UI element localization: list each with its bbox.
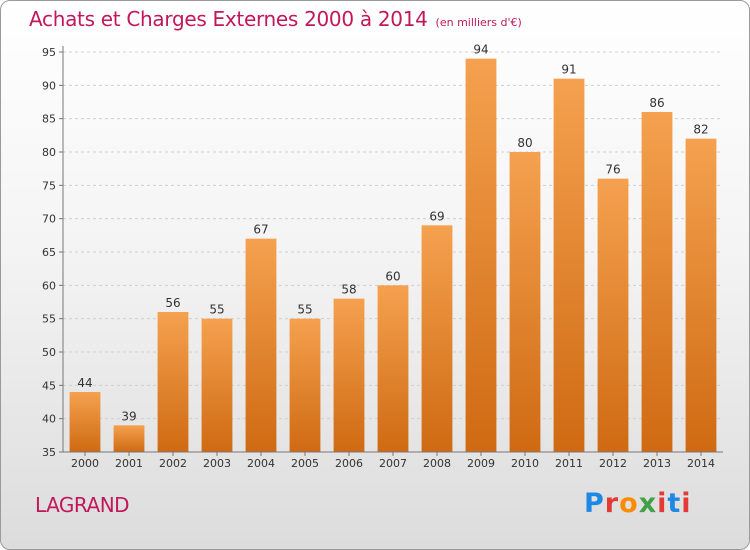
x-tick-label: 2011 [555,457,583,470]
logo-letter: o [619,488,639,519]
y-tick-label: 40 [42,413,56,426]
bar [157,312,189,452]
data-label: 56 [165,296,180,310]
y-tick-label: 90 [42,79,56,92]
place-name: LAGRAND [35,493,130,517]
y-tick-label: 55 [42,313,56,326]
data-label: 55 [209,303,224,317]
x-tick-label: 2012 [599,457,627,470]
data-label: 82 [693,123,708,137]
logo-letter: i [681,488,692,519]
logo-letter: i [657,488,668,519]
x-tick-label: 2005 [291,457,319,470]
y-tick-label: 50 [42,346,56,359]
bar [553,78,585,453]
x-tick-label: 2000 [71,457,99,470]
data-label: 80 [517,136,532,150]
x-tick-label: 2009 [467,457,495,470]
bar [377,285,409,452]
y-tick-label: 35 [42,446,56,459]
data-label: 86 [649,96,664,110]
logo-letter: r [604,488,620,519]
x-tick-label: 2004 [247,457,275,470]
y-tick-label: 60 [42,279,56,292]
data-label: 94 [473,43,488,57]
y-tick-label: 75 [42,179,56,192]
logo-letter: x [638,488,658,519]
data-label: 91 [561,63,576,77]
bar [421,225,453,452]
data-label: 67 [253,223,268,237]
x-tick-label: 2003 [203,457,231,470]
y-tick-label: 95 [42,46,56,59]
bar [201,318,233,452]
y-tick-label: 85 [42,113,56,126]
bar [333,298,365,452]
bar [685,138,717,452]
x-tick-label: 2002 [159,457,187,470]
data-label: 44 [77,376,92,390]
y-tick-label: 65 [42,246,56,259]
bar [69,392,101,452]
bar [113,425,145,452]
data-label: 69 [429,209,444,223]
bar [509,152,541,452]
axis-layer: 35 40 45 50 55 60 65 70 75 80 85 90 95 2000 2001 2002 20… [42,46,723,470]
bar [597,178,629,452]
chart-unit-note: (en milliers d'€) [435,16,522,29]
data-label: 55 [297,303,312,317]
bar [289,318,321,452]
x-tick-label: 2010 [511,457,539,470]
chart-title: Achats et Charges Externes 2000 à 2014 (e… [29,7,522,31]
logo-letter: P [584,488,605,519]
data-label: 39 [121,409,136,423]
logo-letter: t [667,488,682,519]
x-tick-label: 2007 [379,457,407,470]
data-label: 58 [341,283,356,297]
proxiti-logo: Proxiti [584,488,692,519]
x-tick-label: 2013 [643,457,671,470]
data-label: 76 [605,163,620,177]
y-tick-label: 80 [42,146,56,159]
x-tick-label: 2001 [115,457,143,470]
chart-title-text: Achats et Charges Externes 2000 à 2014 [29,7,428,31]
x-tick-label: 2006 [335,457,363,470]
y-tick-label: 70 [42,213,56,226]
data-label: 60 [385,269,400,283]
bar [245,238,277,452]
bar-layer: 44 39 56 55 67 55 58 60 69 94 80 91 76 86 82 [69,43,717,453]
bar [465,58,497,453]
y-tick-label: 45 [42,379,56,392]
x-tick-label: 2008 [423,457,451,470]
x-tick-label: 2014 [687,457,715,470]
bar [641,112,673,452]
